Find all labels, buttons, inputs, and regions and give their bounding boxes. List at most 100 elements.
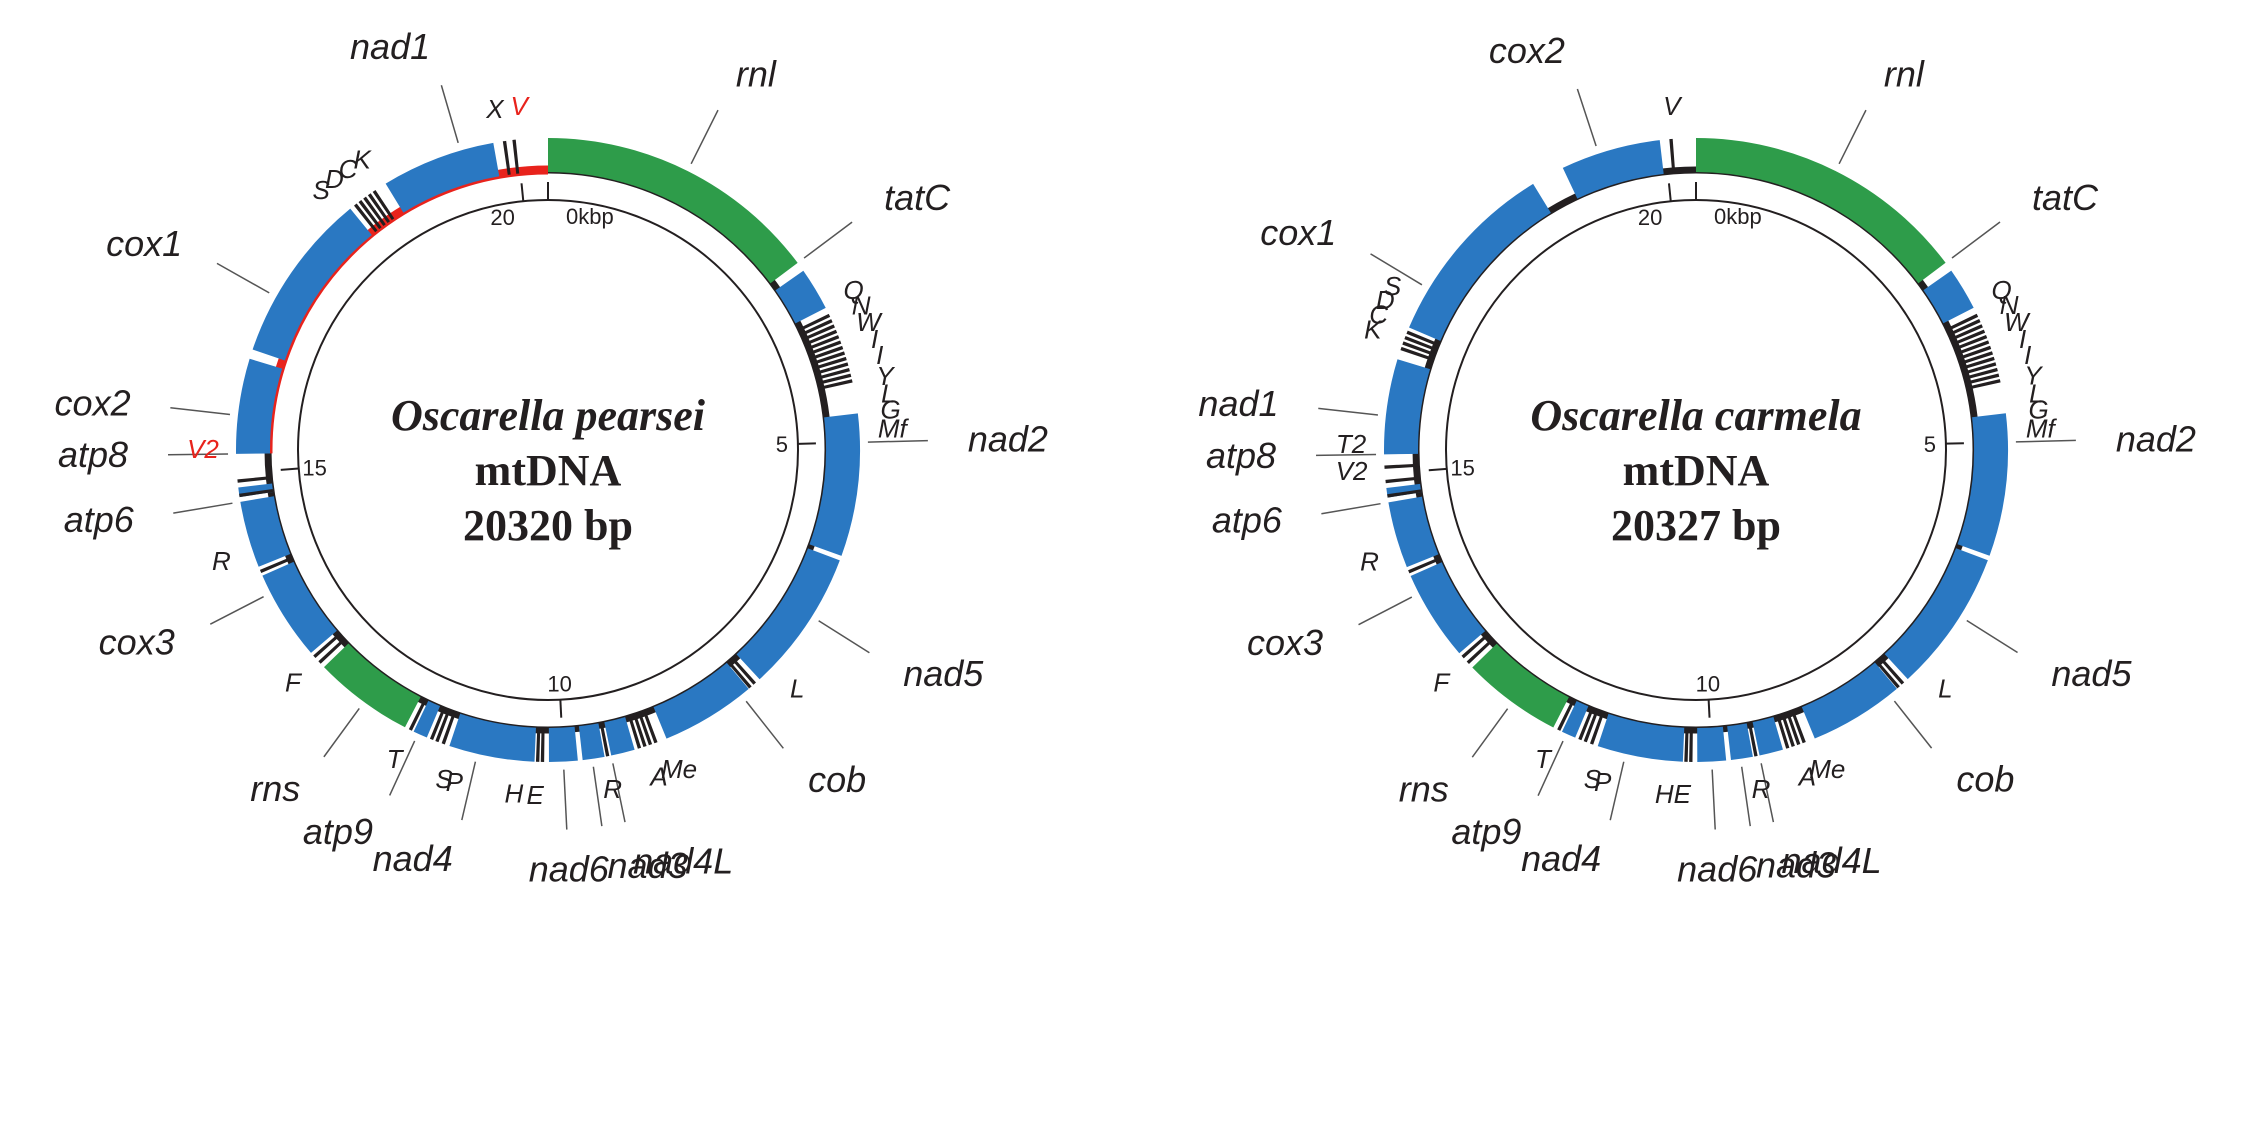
gene-leader-atp8: [168, 453, 229, 456]
trna-label: Y: [2024, 361, 2043, 391]
trna-label: C: [1369, 300, 1388, 330]
trna-label: V: [511, 91, 531, 121]
trna-mark: [1958, 345, 1992, 360]
gene-block-cob: [1801, 662, 1897, 739]
trna-mark: [1402, 341, 1436, 357]
map-title-mtdna: mtDNA: [1623, 446, 1770, 495]
trna-mark: [811, 351, 846, 365]
gene-label-nad1: nad1: [1198, 383, 1278, 424]
trna-mark: [1952, 329, 1986, 346]
trna-mark: [1965, 373, 2000, 385]
gene-leader-atp9: [388, 740, 416, 796]
trna-mark: [237, 476, 272, 483]
trna-label: P: [1594, 767, 1612, 797]
gene-block-tatC: [1923, 270, 1974, 324]
gene-leader-nad3: [1740, 766, 1751, 827]
trna-mark: [1776, 715, 1790, 749]
gene-label-cox2: cox2: [55, 382, 131, 423]
trna-label: F: [285, 667, 303, 697]
scale-tick-label: 5: [776, 432, 788, 457]
gene-label-rnl: rnl: [736, 53, 777, 94]
trna-mark: [1461, 633, 1490, 659]
trna-label: Me: [1809, 754, 1845, 784]
trna-mark: [358, 200, 382, 230]
scale-tick-label: 20: [1638, 205, 1662, 230]
gene-label-rns: rns: [250, 768, 300, 809]
scale-tick-label: 0kbp: [1714, 204, 1762, 229]
trna-mark: [1583, 709, 1599, 743]
gene-leader-nad2: [867, 439, 928, 443]
gene-leader-cox1: [1370, 253, 1423, 286]
trna-label: I: [871, 324, 878, 354]
gene-leader-atp8: [1316, 453, 1377, 457]
gene-block-nad5: [1884, 548, 1988, 680]
gene-leader-nad1: [1318, 407, 1379, 416]
gene-leader-atp6: [173, 502, 233, 514]
gene-block-atp6: [240, 496, 291, 567]
gene-block-rnl: [1696, 138, 1946, 284]
trna-mark: [808, 340, 842, 356]
gene-label-cox3: cox3: [1247, 622, 1323, 663]
gene-block-cob: [653, 662, 749, 739]
trna-mark: [1408, 557, 1441, 574]
scale-tick-label: 10: [547, 672, 571, 697]
scale-tick-label: 15: [302, 455, 326, 480]
trna-mark: [1956, 340, 1990, 356]
trna-label: L: [1938, 673, 1952, 703]
gene-block-nad4: [1597, 713, 1685, 762]
trna-mark: [1879, 657, 1905, 685]
trna-mark: [540, 727, 545, 762]
gene-block-atp9: [1561, 701, 1589, 738]
trna-mark: [512, 139, 520, 174]
trna-mark: [1786, 711, 1801, 746]
map-title-mtdna: mtDNA: [475, 446, 622, 495]
trna-mark: [1387, 489, 1422, 498]
gene-label-nad3: nad3: [608, 845, 688, 886]
gene-block-nad6: [1697, 726, 1727, 762]
gene-leader-nad1: [440, 85, 459, 144]
gene-label-atp8: atp8: [1206, 435, 1276, 476]
gene-block-rns: [1472, 643, 1569, 728]
map-oscarella-carmela: 0kbp5101520rnltatCnad2nad5cobnad4Lnad3na…: [1198, 30, 2196, 889]
trna-label: V2: [1336, 456, 1368, 486]
trna-mark: [372, 190, 395, 221]
trna-mark: [259, 556, 293, 573]
trna-mark: [1406, 330, 1440, 347]
trna-mark: [806, 335, 840, 351]
trna-label: R: [1752, 774, 1771, 804]
trna-label: W: [856, 307, 883, 337]
gene-leader-cob: [1893, 700, 1933, 749]
trna-label: Me: [661, 754, 697, 784]
trna-label: K: [1364, 314, 1383, 344]
trna-mark: [435, 709, 451, 743]
trna-label: V2: [187, 434, 219, 464]
trna-mark: [535, 727, 541, 762]
gene-leader-atp6: [1321, 502, 1381, 515]
trna-label: S: [435, 764, 453, 794]
trna-mark: [1964, 367, 1998, 380]
trna-mark: [817, 373, 852, 385]
map-title-length: 20327 bp: [1611, 501, 1781, 550]
trna-mark: [810, 345, 844, 361]
gene-block-cox3: [262, 561, 337, 653]
trna-label: A: [648, 762, 667, 792]
gene-leader-tatC: [1951, 221, 2001, 259]
trna-mark: [1689, 727, 1693, 762]
trna-label: L: [2029, 379, 2043, 409]
scale-tick: [520, 183, 525, 202]
gene-label-nad3: nad3: [1756, 845, 1836, 886]
trna-mark: [804, 329, 838, 346]
gene-label-cox1: cox1: [1260, 212, 1336, 253]
trna-mark: [1962, 362, 1997, 375]
gene-leader-nad5: [818, 620, 870, 654]
trna-label: HE: [1655, 779, 1692, 809]
trna-mark: [816, 368, 850, 380]
trna-mark: [642, 710, 658, 744]
trna-mark: [637, 712, 653, 746]
trna-label: G: [881, 395, 901, 425]
gene-label-rns: rns: [1399, 768, 1449, 809]
gene-leader-atp9: [1537, 740, 1564, 796]
gene-label-cob: cob: [808, 759, 866, 800]
trna-mark: [1400, 346, 1434, 361]
